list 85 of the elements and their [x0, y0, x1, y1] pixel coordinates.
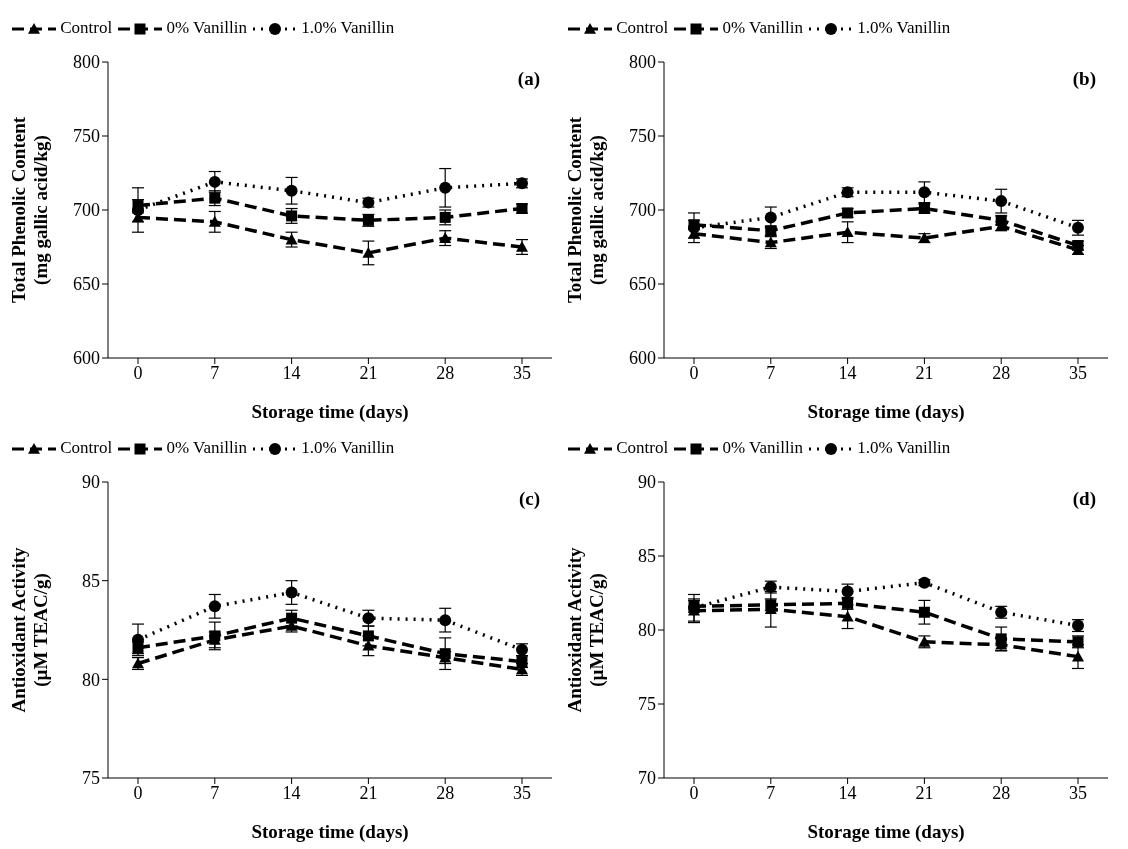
x-tick-label: 7 [210, 362, 220, 383]
x-tick-label: 35 [513, 782, 531, 803]
legend-label: 0% Vanillin [721, 18, 803, 38]
legend-label: 1.0% Vanillin [856, 438, 951, 458]
y-tick-label: 750 [73, 126, 100, 147]
x-tick-label: 35 [513, 362, 531, 383]
y-axis-title: Antioxidant Activity (µM TEAC/g) [8, 546, 52, 713]
point [841, 610, 854, 622]
point [439, 614, 452, 627]
y-axis-title: Total Phenolic Content (mg gallic acid/kg) [564, 116, 608, 304]
legend-label: Control [615, 18, 669, 38]
x-tick-label: 0 [133, 362, 143, 383]
point [208, 175, 221, 188]
x-axis-title: Storage time (days) [251, 401, 409, 423]
legend-label: 0% Vanillin [165, 18, 247, 38]
point [841, 226, 854, 237]
point [995, 195, 1008, 208]
x-tick-label: 14 [838, 782, 857, 803]
annotation: (c) [518, 488, 540, 510]
y-tick-label: 80 [82, 669, 100, 690]
y-tick-label: 70 [638, 768, 656, 789]
point [439, 181, 452, 194]
annotation: (d) [1072, 488, 1096, 510]
y-tick-label: 650 [629, 274, 656, 295]
point [208, 600, 221, 613]
x-tick-label: 0 [689, 362, 699, 383]
point [918, 186, 931, 199]
y-axis-title: Total Phenolic Content (mg gallic acid/kg) [8, 116, 52, 304]
legend-label: 1.0% Vanillin [856, 18, 951, 38]
y-tick-label: 80 [638, 620, 656, 641]
point [918, 606, 930, 618]
annotation: (a) [517, 68, 540, 90]
point [362, 630, 374, 642]
x-tick-label: 21 [359, 782, 378, 803]
legend-label: 1.0% Vanillin [300, 438, 395, 458]
legend-label: 0% Vanillin [721, 438, 803, 458]
point [362, 246, 375, 258]
x-tick-label: 14 [282, 362, 301, 383]
y-tick-label: 600 [73, 348, 100, 369]
y-tick-label: 800 [629, 52, 656, 73]
y-tick-label: 700 [629, 200, 656, 221]
y-tick-label: 650 [73, 274, 100, 295]
point [285, 586, 298, 599]
y-axis-title: Antioxidant Activity (µM TEAC/g) [564, 546, 608, 713]
y-tick-label: 90 [82, 472, 100, 493]
y-tick-label: 75 [638, 694, 656, 715]
x-tick-label: 21 [359, 362, 378, 383]
point [995, 633, 1007, 645]
x-tick-label: 21 [915, 782, 934, 803]
legend-label: 0% Vanillin [165, 438, 247, 458]
x-tick-label: 28 [992, 782, 1011, 803]
y-tick-label: 85 [638, 546, 656, 567]
x-tick-label: 7 [766, 782, 776, 803]
legend-label: 1.0% Vanillin [300, 18, 395, 38]
point [918, 576, 931, 589]
x-axis-title: Storage time (days) [807, 401, 965, 423]
x-tick-label: 28 [436, 362, 455, 383]
legend-label: Control [59, 438, 113, 458]
x-tick-label: 28 [436, 782, 455, 803]
point [208, 215, 221, 227]
x-tick-label: 21 [915, 362, 934, 383]
point [285, 184, 298, 197]
y-tick-label: 800 [73, 52, 100, 73]
point [286, 612, 298, 624]
y-tick-label: 700 [73, 200, 100, 221]
x-tick-label: 35 [1069, 782, 1087, 803]
x-tick-label: 35 [1069, 362, 1087, 383]
annotation: (b) [1072, 68, 1096, 90]
x-tick-label: 14 [838, 362, 857, 383]
x-tick-label: 14 [282, 782, 301, 803]
x-tick-label: 7 [210, 782, 220, 803]
x-tick-label: 28 [992, 362, 1011, 383]
x-tick-label: 7 [766, 362, 776, 383]
x-axis-title: Storage time (days) [807, 821, 965, 843]
y-tick-label: 85 [82, 571, 100, 592]
y-tick-label: 75 [82, 768, 100, 789]
point [439, 232, 452, 243]
legend-label: Control [615, 438, 669, 458]
legend-label: Control [59, 18, 113, 38]
y-tick-label: 90 [638, 472, 656, 493]
x-tick-label: 0 [133, 782, 143, 803]
y-tick-label: 750 [629, 126, 656, 147]
y-tick-label: 600 [629, 348, 656, 369]
x-tick-label: 0 [689, 782, 699, 803]
x-axis-title: Storage time (days) [251, 821, 409, 843]
